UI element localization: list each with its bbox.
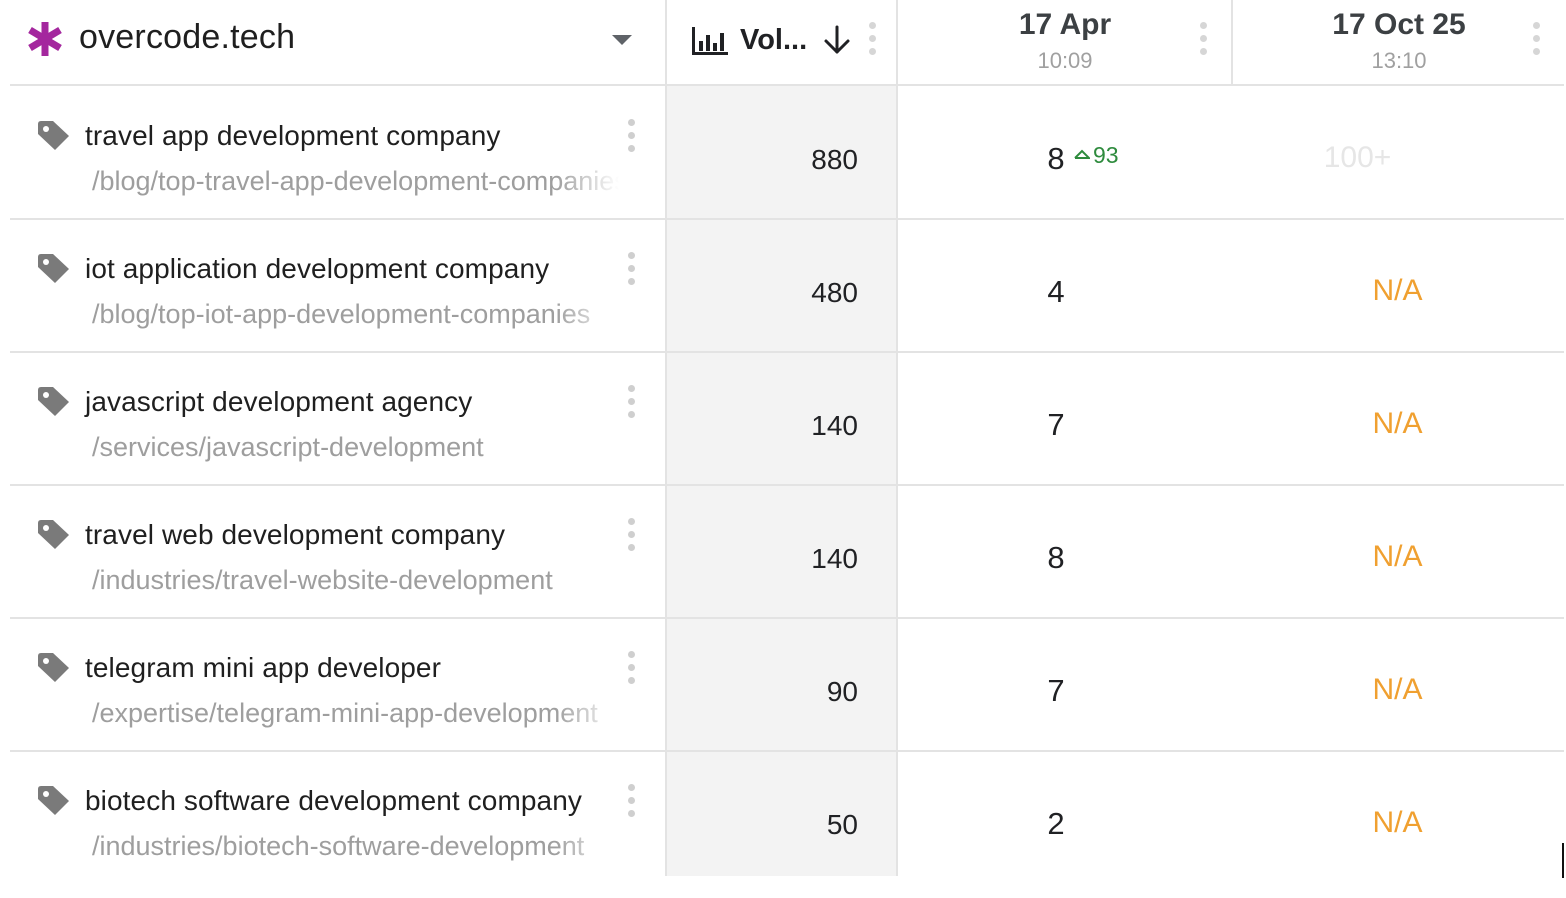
table-header: overcode.tech Vol... bbox=[10, 0, 1564, 86]
kebab-menu-icon[interactable] bbox=[868, 22, 876, 56]
text-cursor bbox=[1562, 843, 1564, 878]
keyword-text[interactable]: travel app development company bbox=[85, 120, 501, 151]
bar-chart-icon bbox=[692, 27, 728, 55]
column-divider bbox=[665, 84, 667, 876]
arrow-down-icon[interactable] bbox=[821, 24, 853, 56]
ranking-url[interactable]: /industries/biotech-software-development bbox=[92, 831, 585, 861]
position-value: 8 bbox=[1047, 540, 1065, 575]
project-name: overcode.tech bbox=[79, 18, 296, 56]
kebab-menu-icon[interactable] bbox=[627, 518, 635, 552]
position-value-2: N/A bbox=[1372, 540, 1423, 573]
position-value-2: N/A bbox=[1372, 274, 1423, 307]
ranking-url[interactable]: /blog/top-iot-app-development-companies bbox=[92, 299, 591, 329]
position-change: 93 bbox=[1074, 142, 1119, 169]
date-label: 17 Apr bbox=[1018, 8, 1112, 41]
ranking-url[interactable]: /services/javascript-development bbox=[92, 432, 484, 462]
column-divider bbox=[665, 0, 667, 84]
caret-up-icon bbox=[1074, 149, 1092, 159]
position-value: 8 bbox=[1047, 141, 1065, 176]
position-value-2: 100+ bbox=[1323, 141, 1392, 174]
volume-value: 140 bbox=[811, 543, 858, 574]
ranking-url[interactable]: /industries/travel-website-development bbox=[92, 565, 553, 595]
position-value-2: N/A bbox=[1372, 673, 1423, 706]
keyword-text[interactable]: iot application development company bbox=[85, 253, 550, 284]
tag-icon bbox=[38, 520, 69, 549]
table-row[interactable]: travel app development company /blog/top… bbox=[10, 86, 1564, 220]
keyword-text[interactable]: telegram mini app developer bbox=[85, 652, 442, 683]
ranking-url[interactable]: /blog/top-travel-app-development-compani… bbox=[92, 166, 619, 196]
position-value-2: N/A bbox=[1372, 407, 1423, 440]
volume-value: 480 bbox=[811, 277, 858, 308]
tag-icon bbox=[38, 786, 69, 815]
volume-value: 90 bbox=[826, 676, 858, 707]
kebab-menu-icon[interactable] bbox=[1532, 22, 1540, 56]
tag-icon bbox=[38, 653, 69, 682]
volume-column-label: Vol... bbox=[740, 24, 808, 56]
date-column-header-2[interactable]: 17 Oct 25 13:10 bbox=[1315, 8, 1483, 74]
column-divider bbox=[896, 84, 898, 876]
volume-column-background bbox=[666, 84, 898, 876]
volume-value: 50 bbox=[826, 809, 858, 840]
keyword-text[interactable]: biotech software development company bbox=[85, 785, 582, 816]
kebab-menu-icon[interactable] bbox=[627, 651, 635, 685]
position-value: 7 bbox=[1047, 673, 1065, 708]
kebab-menu-icon[interactable] bbox=[627, 252, 635, 286]
tag-icon bbox=[38, 387, 69, 416]
table-row[interactable]: travel web development company /industri… bbox=[10, 485, 1564, 619]
project-selector[interactable]: overcode.tech bbox=[10, 0, 666, 84]
position-value: 7 bbox=[1047, 407, 1065, 442]
position-value: 2 bbox=[1047, 806, 1065, 841]
date-label: 17 Oct 25 bbox=[1332, 8, 1466, 41]
keyword-rank-table: overcode.tech Vol... bbox=[10, 0, 1564, 876]
caret-down-icon[interactable] bbox=[612, 35, 632, 45]
volume-column-header[interactable]: Vol... bbox=[666, 0, 898, 84]
kebab-menu-icon[interactable] bbox=[627, 784, 635, 818]
kebab-menu-icon[interactable] bbox=[627, 119, 635, 153]
table-row[interactable]: iot application development company /blo… bbox=[10, 219, 1564, 353]
time-label: 13:10 bbox=[1371, 48, 1427, 73]
keyword-text[interactable]: javascript development agency bbox=[85, 386, 473, 417]
column-divider bbox=[1231, 0, 1233, 84]
date-column-header-1[interactable]: 17 Apr 10:09 bbox=[990, 8, 1140, 74]
time-label: 10:09 bbox=[1037, 48, 1093, 73]
column-divider bbox=[896, 0, 898, 84]
position-change-value: 93 bbox=[1093, 142, 1119, 168]
table-row[interactable]: biotech software development company /in… bbox=[10, 751, 1564, 876]
volume-value: 140 bbox=[811, 410, 858, 441]
tag-icon bbox=[38, 254, 69, 283]
ranking-url[interactable]: /expertise/telegram-mini-app-development bbox=[92, 698, 598, 728]
tag-icon bbox=[38, 121, 69, 150]
keyword-text[interactable]: travel web development company bbox=[85, 519, 506, 550]
table-row[interactable]: javascript development agency /services/… bbox=[10, 352, 1564, 486]
asterisk-icon bbox=[28, 22, 62, 56]
kebab-menu-icon[interactable] bbox=[1199, 22, 1207, 56]
volume-value: 880 bbox=[811, 144, 858, 175]
kebab-menu-icon[interactable] bbox=[627, 385, 635, 419]
table-row[interactable]: telegram mini app developer /expertise/t… bbox=[10, 618, 1564, 752]
position-value-2: N/A bbox=[1372, 806, 1423, 839]
position-value: 4 bbox=[1047, 274, 1065, 309]
